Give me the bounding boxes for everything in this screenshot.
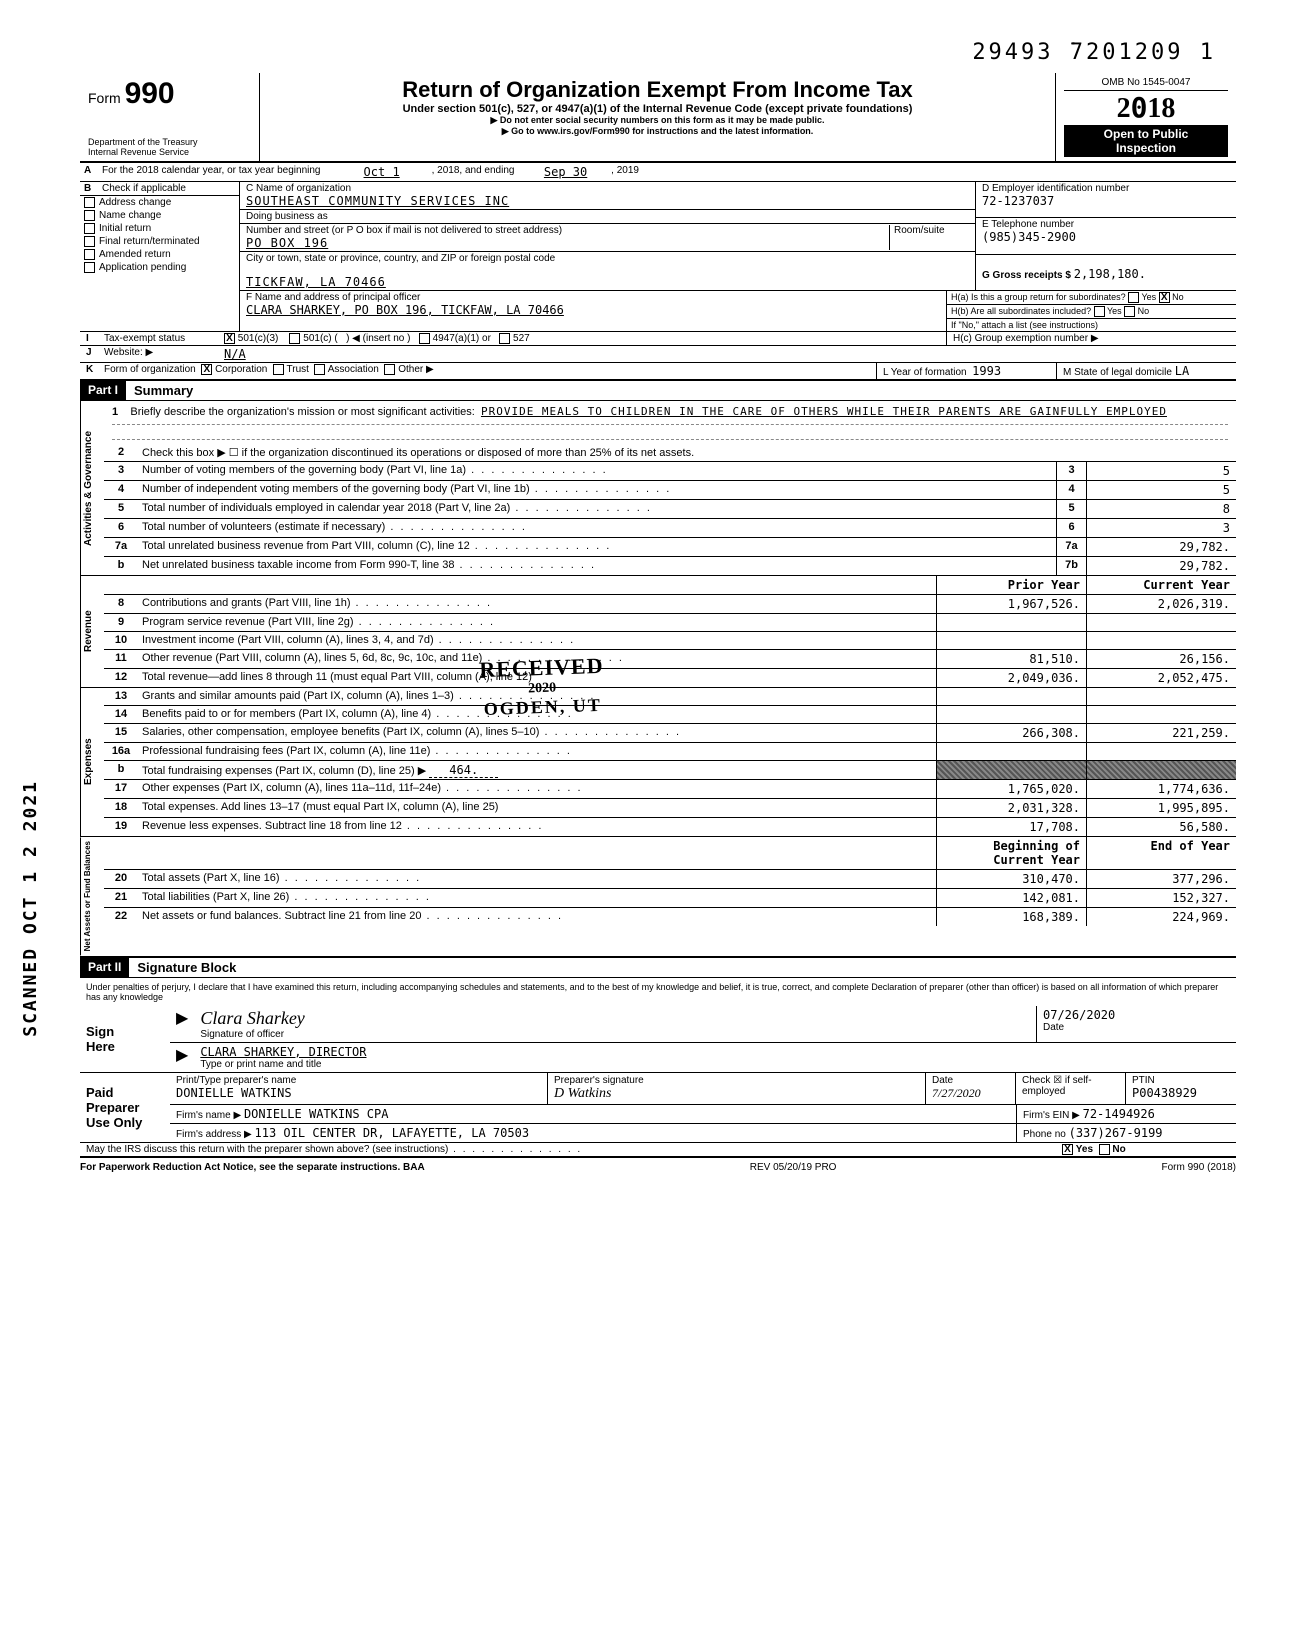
block-bcd: B Check if applicable Address change Nam… xyxy=(80,182,1236,332)
line-1: 1 Briefly describe the organization's mi… xyxy=(104,401,1236,444)
open-public: Open to PublicInspection xyxy=(1064,125,1228,157)
col-d: D Employer identification number72-12370… xyxy=(976,182,1236,290)
governance-tab: Activities & Governance xyxy=(80,401,104,575)
sign-here-block: SignHere ▶ Clara SharkeySignature of off… xyxy=(80,1006,1236,1073)
form-title: Return of Organization Exempt From Incom… xyxy=(268,77,1047,103)
netassets-tab: Net Assets or Fund Balances xyxy=(80,837,104,955)
row-k: K Form of organization X Corporation Tru… xyxy=(80,363,1236,381)
declaration: Under penalties of perjury, I declare th… xyxy=(80,978,1236,1006)
footer: For Paperwork Reduction Act Notice, see … xyxy=(80,1158,1236,1173)
form-subtitle: Under section 501(c), 527, or 4947(a)(1)… xyxy=(268,103,1047,115)
col-c: C Name of organization SOUTHEAST COMMUNI… xyxy=(240,182,976,290)
form-990-label: Form 990 xyxy=(88,77,251,111)
page-number: 29493 ̇7201209 1 xyxy=(80,40,1236,65)
received-city: OGDEN, UT xyxy=(480,695,605,720)
ssn-note: ▶ Do not enter social security numbers o… xyxy=(268,115,1047,126)
irs-label: Internal Revenue Service xyxy=(88,147,251,157)
form-header: Form 990 Department of the Treasury Inte… xyxy=(80,73,1236,163)
sign-here-label: SignHere xyxy=(80,1006,170,1072)
expenses-tab: Expenses xyxy=(80,688,104,836)
received-text: RECEIVED xyxy=(479,653,604,683)
row-a: A For the 2018 calendar year, or tax yea… xyxy=(80,163,1236,182)
part1-header: Part I Summary xyxy=(80,381,1236,401)
discuss-row: May the IRS discuss this return with the… xyxy=(80,1143,1236,1158)
revenue-tab: Revenue xyxy=(80,576,104,687)
goto-note: ▶ Go to www.irs.gov/Form990 for instruct… xyxy=(268,126,1047,137)
received-stamp: RECEIVED 2020 OGDEN, UT xyxy=(479,653,605,720)
part2-header: Part II Signature Block xyxy=(80,958,1236,978)
form-year: 2018 xyxy=(1064,91,1228,125)
dept-treasury: Department of the Treasury xyxy=(88,137,251,147)
omb-number: OMB No 1545-0047 xyxy=(1064,77,1228,91)
paid-preparer-block: PaidPreparerUse Only Print/Type preparer… xyxy=(80,1073,1236,1143)
scanned-stamp: SCANNED OCT 1 2 2021 xyxy=(20,780,41,1037)
paid-preparer-label: PaidPreparerUse Only xyxy=(80,1073,170,1142)
row-i: I Tax-exempt status X 501(c)(3) 501(c) (… xyxy=(80,332,1236,346)
row-j: J Website: ▶ N/A xyxy=(80,346,1236,363)
col-b: B Check if applicable Address change Nam… xyxy=(80,182,240,331)
officer-signature: Clara Sharkey xyxy=(200,1008,304,1028)
col-h: H(a) Is this a group return for subordin… xyxy=(946,291,1236,331)
